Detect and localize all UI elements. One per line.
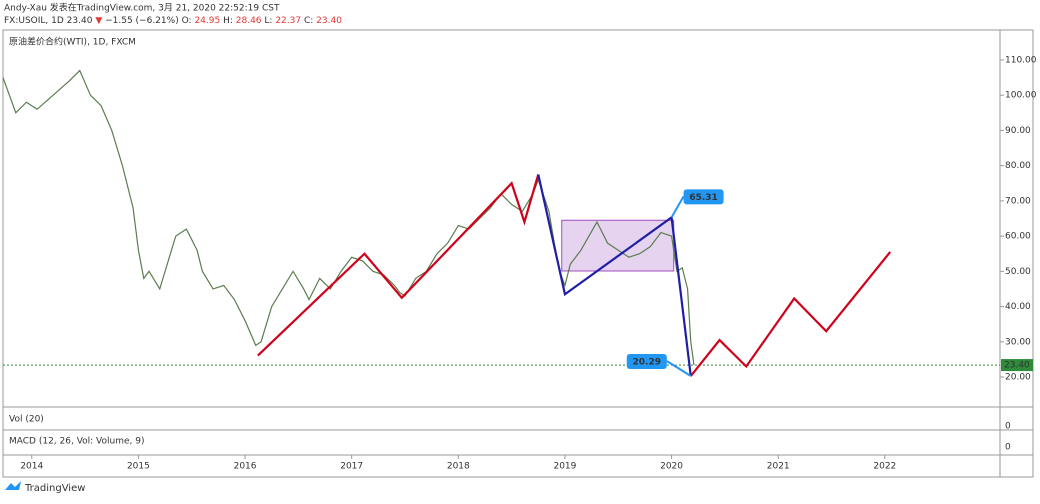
y-tick-label: 70.00	[1005, 196, 1031, 206]
y-tick-label: 80.00	[1005, 161, 1031, 171]
callout-box	[683, 189, 724, 205]
x-tick-label: 2021	[767, 462, 790, 472]
pane-title: Vol (20)	[9, 415, 44, 425]
x-tick-label: 2022	[873, 462, 896, 472]
callout-pointer	[670, 195, 685, 218]
x-tick-label: 2020	[660, 462, 683, 472]
x-tick-label: 2014	[20, 462, 43, 472]
y-tick-label: 30.00	[1005, 337, 1031, 347]
ticker-part: C:	[304, 16, 313, 26]
x-tick-label: 2019	[553, 462, 576, 472]
chart-frame	[2, 29, 1034, 478]
last-price-label: 23.40	[1004, 361, 1030, 371]
x-tick-label: 2018	[447, 462, 470, 472]
ticker-part: L:	[264, 16, 272, 26]
y-tick-label: 110.00	[1005, 55, 1037, 65]
trend-line	[257, 174, 540, 357]
ticker-part: O:	[182, 16, 192, 26]
ticker-part: FX:USOIL, 1D 23.40	[4, 16, 93, 26]
ticker-part: 28.46	[236, 16, 262, 26]
y-tick-label: 60.00	[1005, 232, 1031, 242]
publisher: Andy-Xau 发表在TradingView.com, 3月 21, 2020…	[4, 2, 280, 14]
x-tick-label: 2016	[234, 462, 257, 472]
y-tick-label: 50.00	[1005, 267, 1031, 277]
pane-tick: 0	[1005, 422, 1011, 432]
price-line	[2, 69, 695, 366]
y-tick-label: 40.00	[1005, 302, 1031, 312]
ticker-part: −1.55 (−6.21%)	[105, 16, 179, 26]
ticker-part: 24.95	[194, 16, 220, 26]
callout-pointer	[666, 360, 692, 377]
y-tick-label: 100.00	[1005, 91, 1037, 101]
chart-title: 原油差价合约(WTI), 1D, FXCM	[9, 36, 136, 48]
ticker-part: 22.37	[275, 16, 301, 26]
logo-icon	[5, 481, 21, 490]
last-price-box	[1001, 359, 1033, 372]
pane-title: MACD (12, 26, Vol: Volume, 9)	[9, 437, 145, 447]
trend-line	[537, 174, 692, 377]
pane-tick: 0	[1005, 443, 1011, 453]
footer-brand[interactable]: TradingView	[24, 483, 85, 494]
x-tick-label: 2015	[127, 462, 150, 472]
ticker-part: ▼	[95, 16, 102, 26]
ticker-line: FX:USOIL, 1D 23.40 ▼ −1.55 (−6.21%) O: 2…	[4, 16, 342, 26]
trend-line	[689, 251, 892, 377]
callout-box	[626, 354, 667, 370]
ticker-part: 23.40	[316, 16, 342, 26]
callout-label: 65.31	[689, 193, 717, 203]
x-tick-label: 2017	[340, 462, 363, 472]
y-tick-label: 20.00	[1005, 373, 1031, 383]
y-tick-label: 90.00	[1005, 126, 1031, 136]
callout-label: 20.29	[633, 358, 661, 368]
ticker-part: H:	[223, 16, 233, 26]
